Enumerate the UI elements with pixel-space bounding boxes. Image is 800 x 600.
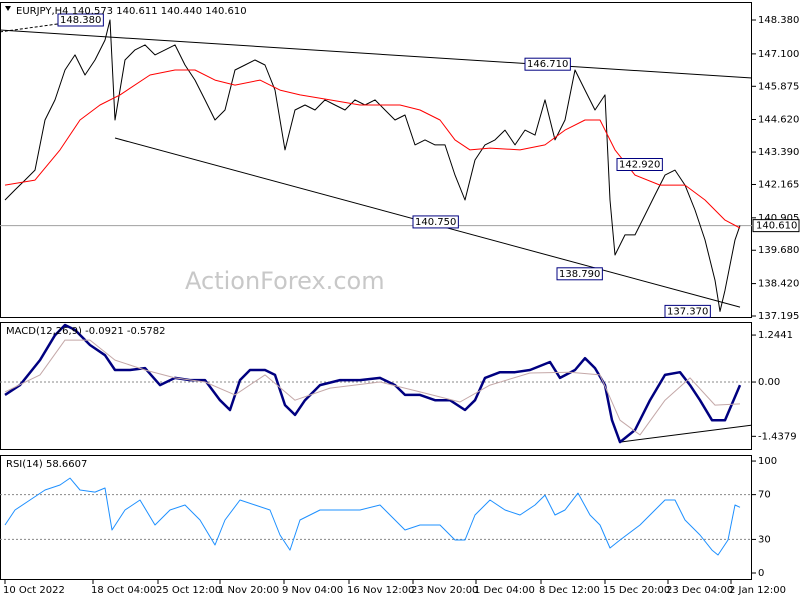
x-tick-label: 9 Nov 04:00 [282, 585, 343, 596]
y-tick-label: 0 [758, 568, 764, 579]
y-tick-label: 138.420 [758, 279, 799, 290]
annotation-label: 137.370 [667, 306, 708, 317]
annotation-box [412, 215, 459, 229]
annotation-box [616, 157, 663, 171]
x-tick-label: 15 Dec 20:00 [603, 585, 670, 596]
y-tick-label: 148.380 [758, 15, 799, 26]
y-tick-label: 30 [758, 534, 771, 545]
y-tick-label: 140.905 [758, 213, 799, 224]
y-tick-label: 145.875 [758, 81, 799, 92]
trend-line [0, 29, 753, 79]
x-tick-label: 1 Nov 20:00 [218, 585, 279, 596]
y-tick-label: 139.680 [758, 245, 799, 256]
y-tick-label: 70 [758, 490, 771, 501]
x-tick-label: 10 Oct 2022 [3, 585, 65, 596]
x-tick-label: 23 Nov 20:00 [411, 585, 478, 596]
panel-title: MACD(12,26,9) -0.0921 -0.5782 [6, 326, 166, 337]
title-icon [5, 6, 11, 11]
panel [0, 322, 752, 450]
y-tick-label: 144.620 [758, 115, 799, 126]
annotation-label: 146.710 [527, 59, 568, 70]
x-tick-label: 2 Jan 12:00 [729, 585, 786, 596]
x-tick-label: 1 Dec 04:00 [474, 585, 535, 596]
y-tick-label: 1.2441 [758, 330, 793, 341]
x-tick-label: 23 Dec 04:00 [666, 585, 733, 596]
trend-line [0, 17, 101, 33]
y-tick-label: 100 [758, 456, 777, 467]
series-line [4, 339, 741, 436]
last-price-box [752, 219, 800, 233]
trend-line [619, 424, 753, 443]
x-tick-label: 25 Oct 12:00 [156, 585, 221, 596]
y-tick-label: 137.195 [758, 311, 799, 322]
panel [0, 455, 752, 580]
annotation-label: 140.750 [415, 217, 456, 228]
annotation-box [57, 13, 104, 27]
annotation-box [556, 267, 603, 281]
y-tick-label: 143.390 [758, 147, 799, 158]
last-price-label: 140.610 [756, 221, 797, 232]
annotation-label: 148.380 [60, 15, 101, 26]
panel-title: RSI(14) 58.6607 [6, 459, 87, 470]
x-tick-label: 8 Dec 12:00 [539, 585, 600, 596]
y-tick-label: 147.100 [758, 49, 799, 60]
panel [0, 2, 752, 318]
series-line [4, 323, 742, 444]
y-tick-label: -1.4379 [758, 431, 797, 442]
series-line [4, 477, 741, 556]
y-tick-label: 142.165 [758, 179, 799, 190]
series-line [4, 69, 741, 229]
watermark: ActionForex.com [185, 267, 385, 295]
annotation-label: 138.790 [559, 269, 600, 280]
x-tick-label: 16 Nov 12:00 [347, 585, 414, 596]
y-tick-label: 0.00 [758, 377, 780, 388]
annotation-box [664, 304, 711, 318]
annotation-label: 142.920 [619, 159, 660, 170]
annotation-box [524, 57, 571, 71]
x-tick-label: 18 Oct 04:00 [91, 585, 156, 596]
panel-title: EURJPY,H4 140.573 140.611 140.440 140.61… [16, 6, 247, 17]
